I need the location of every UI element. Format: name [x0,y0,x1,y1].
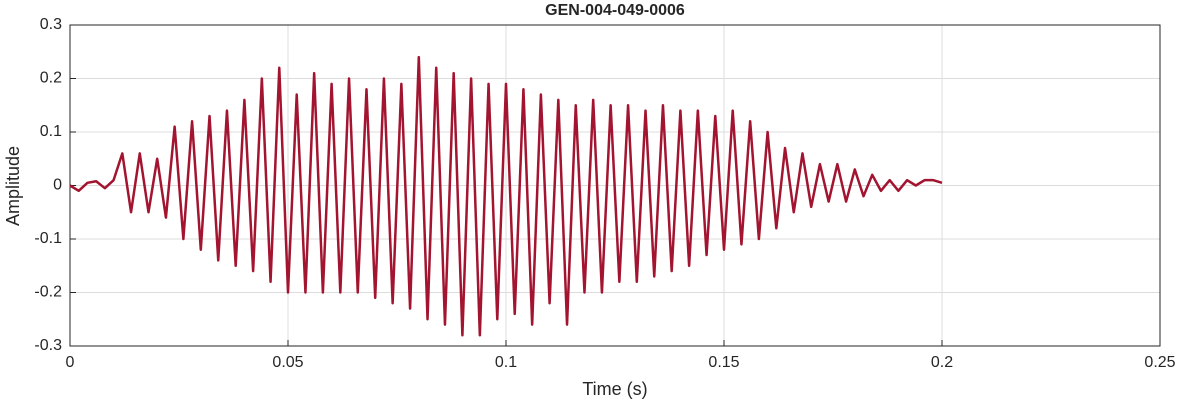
y-tick-label: -0.3 [34,337,62,354]
x-tick-label: 0.05 [272,354,303,371]
chart-title: GEN-004-049-0006 [545,2,685,19]
x-tick-label: 0.1 [495,354,517,371]
x-tick-label: 0.2 [931,354,953,371]
y-tick-label: 0.2 [40,70,62,87]
x-axis-label: Time (s) [582,379,647,399]
y-tick-label: 0 [53,177,62,194]
y-tick-label: 0.3 [40,16,62,33]
y-tick-label: 0.1 [40,123,62,140]
waveform-line [69,55,943,337]
x-tick-label: 0.25 [1144,354,1175,371]
y-tick-label: -0.1 [34,230,62,247]
x-tick-label: 0 [66,354,75,371]
x-tick-label: 0.15 [708,354,739,371]
y-axis-label: Amplitude [3,146,23,226]
y-tick-label: -0.2 [34,284,62,301]
